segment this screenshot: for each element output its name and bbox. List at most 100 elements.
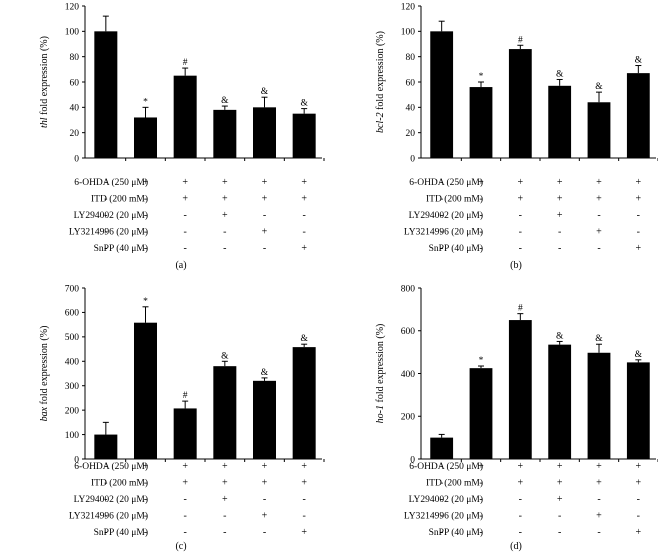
condition-sign: +	[636, 243, 642, 254]
condition-sign: +	[557, 210, 563, 221]
y-tick-label: 120	[401, 2, 416, 12]
y-tick-label: 80	[70, 53, 80, 63]
condition-sign: -	[597, 527, 600, 538]
condition-sign: +	[262, 478, 268, 489]
condition-sign: +	[636, 194, 642, 205]
panel-label: (c)	[175, 541, 186, 552]
condition-sign: -	[440, 227, 443, 238]
condition-sign: -	[597, 494, 600, 505]
y-axis-gene: bcl-2	[375, 112, 386, 133]
condition-sign: +	[222, 494, 228, 505]
y-axis-gene: bax	[39, 406, 50, 421]
bar	[94, 31, 118, 158]
condition-sign: +	[222, 478, 228, 489]
y-axis-label: ho-1 fold expression (%)	[375, 324, 386, 424]
condition-sign: -	[440, 478, 443, 489]
condition-sign: -	[440, 210, 443, 221]
condition-label: 6-OHDA (250 μM)	[409, 177, 483, 188]
bar	[252, 107, 277, 158]
y-tick-label: 600	[401, 327, 416, 337]
condition-sign: -	[183, 243, 186, 254]
condition-label: ITD (200 mM)	[91, 194, 148, 205]
y-tick-label: 200	[401, 413, 416, 423]
significance-mark: #	[518, 35, 523, 45]
condition-label: LY3214996 (20 μM)	[69, 511, 148, 522]
condition-sign: -	[519, 227, 522, 238]
condition-label: LY3214996 (20 μM)	[69, 227, 148, 238]
bar	[173, 75, 197, 158]
condition-sign: +	[182, 177, 188, 188]
condition-sign: -	[637, 494, 640, 505]
bar	[430, 437, 454, 459]
chart-panel-3: 0 100 200 300 400 500 600 700 bax fold expressio…	[39, 284, 325, 552]
y-axis-label: thl fold expression (%)	[39, 36, 50, 128]
condition-sign: -	[519, 511, 522, 522]
condition-sign: +	[301, 527, 307, 538]
bar	[213, 109, 237, 158]
y-axis-suffix: fold expression (%)	[39, 36, 50, 117]
condition-sign: +	[478, 461, 484, 472]
significance-mark: &	[556, 69, 564, 79]
y-axis-gene: thl	[39, 117, 50, 128]
significance-mark: &	[300, 334, 308, 344]
chart-panel-4: 0 200 400 600 800 ho-1 fold expression (%) * # &…	[375, 284, 658, 552]
condition-sign: -	[104, 177, 107, 188]
y-tick-label: 120	[65, 2, 80, 12]
condition-sign: -	[637, 227, 640, 238]
condition-sign: -	[144, 243, 147, 254]
condition-sign: -	[144, 210, 147, 221]
condition-sign: -	[479, 243, 482, 254]
condition-sign: +	[596, 194, 602, 205]
panel-label: (d)	[510, 541, 522, 552]
condition-sign: +	[262, 194, 268, 205]
condition-sign: -	[479, 478, 482, 489]
condition-sign: +	[596, 511, 602, 522]
y-axis-suffix: fold expression (%)	[375, 31, 386, 112]
significance-mark: *	[479, 72, 484, 82]
bar	[252, 380, 277, 459]
condition-sign: +	[301, 243, 307, 254]
condition-sign: -	[104, 210, 107, 221]
condition-label: LY294002 (20 μM)	[409, 210, 483, 221]
condition-label: 6-OHDA (250 μM)	[74, 177, 148, 188]
y-tick-label: 60	[406, 78, 416, 88]
condition-sign: +	[262, 177, 268, 188]
condition-sign: +	[557, 461, 563, 472]
condition-sign: -	[519, 527, 522, 538]
condition-sign: +	[596, 461, 602, 472]
y-tick-label: 0	[410, 455, 415, 465]
condition-sign: -	[263, 494, 266, 505]
bar	[508, 49, 532, 158]
y-tick-label: 500	[65, 333, 80, 343]
condition-sign: -	[223, 243, 226, 254]
condition-sign: +	[222, 461, 228, 472]
condition-label: 6-OHDA (250 μM)	[74, 461, 148, 472]
condition-sign: +	[301, 461, 307, 472]
significance-mark: &	[635, 350, 643, 360]
condition-sign: -	[183, 511, 186, 522]
significance-mark: &	[221, 96, 229, 106]
y-tick-label: 100	[65, 431, 80, 441]
condition-label: ITD (200 mM)	[426, 478, 483, 489]
condition-label: ITD (200 mM)	[91, 478, 148, 489]
y-axis-label: bax fold expression (%)	[39, 326, 50, 422]
y-axis-label: bcl-2 fold expression (%)	[375, 31, 386, 133]
panel-label: (a)	[175, 260, 186, 271]
condition-sign: -	[440, 177, 443, 188]
significance-mark: &	[300, 99, 308, 109]
condition-label: LY294002 (20 μM)	[74, 210, 148, 221]
condition-sign: -	[263, 210, 266, 221]
y-tick-label: 800	[401, 284, 416, 294]
condition-sign: -	[440, 527, 443, 538]
condition-sign: -	[104, 527, 107, 538]
condition-sign: +	[182, 194, 188, 205]
y-tick-label: 600	[65, 309, 80, 319]
significance-mark: #	[183, 58, 188, 68]
bar	[173, 408, 197, 459]
condition-sign: -	[558, 527, 561, 538]
significance-mark: #	[183, 391, 188, 401]
y-tick-label: 0	[74, 154, 79, 164]
condition-sign: +	[301, 194, 307, 205]
y-tick-label: 40	[70, 104, 80, 114]
condition-sign: +	[557, 494, 563, 505]
